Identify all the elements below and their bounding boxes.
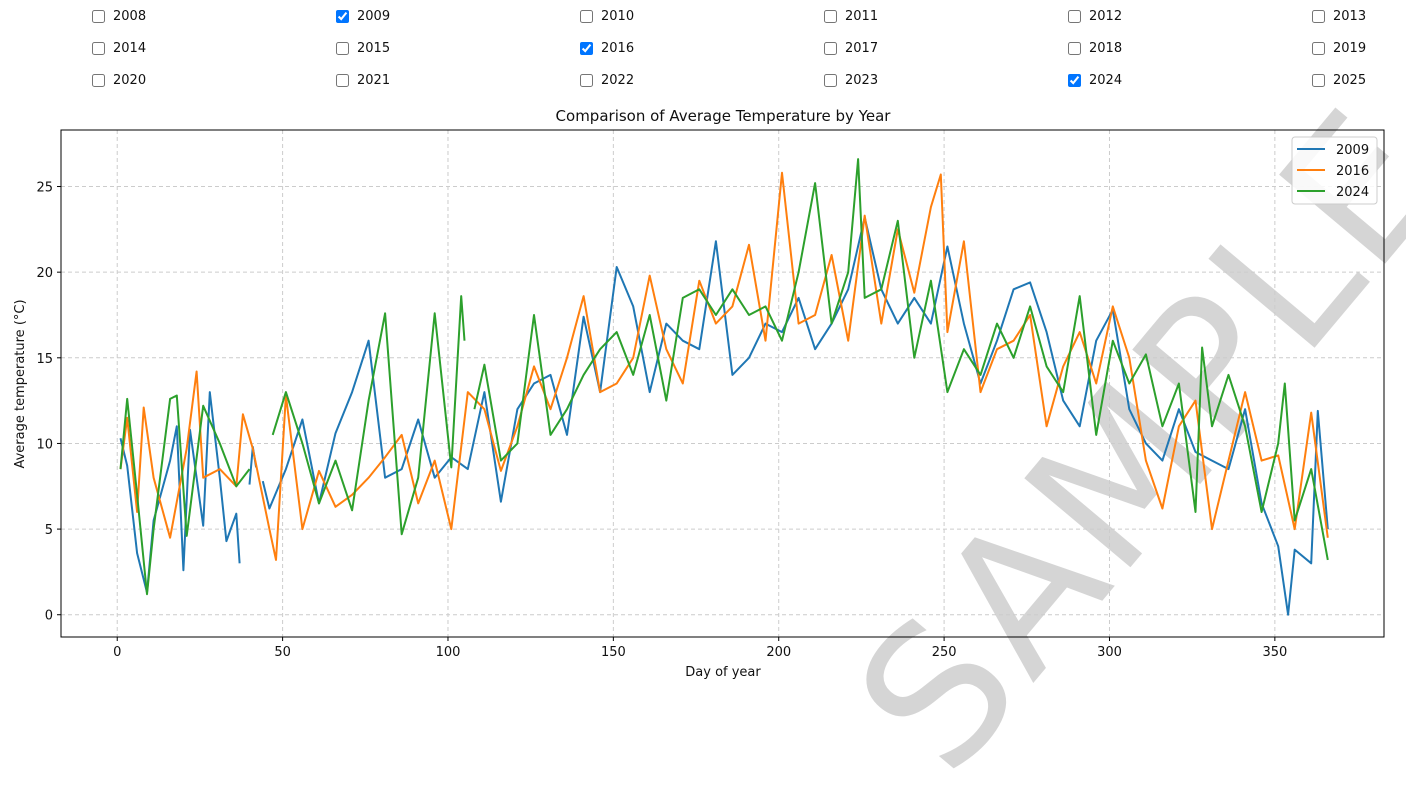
checkbox-label: 2013 [1333,9,1367,24]
year-checkbox-2021[interactable]: 2021 [336,73,390,88]
checkbox-label: 2024 [1089,73,1123,88]
checkbox[interactable] [92,10,105,23]
x-tick-label: 0 [113,645,121,660]
checkbox-label: 2014 [113,41,147,56]
x-tick-label: 50 [274,645,291,660]
year-checkbox-2024[interactable]: 2024 [1068,73,1122,88]
checkbox-label: 2022 [601,73,635,88]
x-tick-label: 100 [436,645,461,660]
year-checkbox-2015[interactable]: 2015 [336,41,390,56]
checkbox[interactable] [580,74,593,87]
x-tick-label: 250 [932,645,957,660]
checkbox-label: 2018 [1089,41,1123,56]
year-checkbox-2012[interactable]: 2012 [1068,9,1122,24]
checkbox-label: 2025 [1333,73,1367,88]
legend-label: 2009 [1336,143,1369,158]
checkbox-label: 2020 [113,73,147,88]
year-checkbox-2023[interactable]: 2023 [824,73,878,88]
checkbox-label: 2023 [845,73,879,88]
checkbox[interactable] [824,10,837,23]
y-tick-label: 20 [36,266,53,281]
y-tick-label: 25 [36,181,53,196]
checkbox[interactable] [1312,74,1325,87]
plot-frame [60,129,1385,638]
checkbox-label: 2010 [601,9,635,24]
y-tick-label: 15 [36,352,53,367]
legend-label: 2024 [1336,185,1369,200]
x-tick-label: 150 [601,645,626,660]
checkbox[interactable] [1068,10,1081,23]
checkbox[interactable] [336,74,349,87]
checkbox-label: 2008 [113,9,147,24]
chart-title: Comparison of Average Temperature by Yea… [556,107,892,125]
checkbox[interactable] [824,74,837,87]
x-tick-label: 300 [1097,645,1122,660]
checkbox-label: 2009 [357,9,391,24]
year-checkbox-2016[interactable]: 2016 [580,41,634,56]
x-axis-label: Day of year [685,665,761,680]
checkbox[interactable] [580,42,593,55]
checkbox-label: 2017 [845,41,879,56]
year-checkbox-2010[interactable]: 2010 [580,9,634,24]
year-checkbox-2025[interactable]: 2025 [1312,73,1366,88]
year-checkbox-2020[interactable]: 2020 [92,73,146,88]
checkbox-label: 2012 [1089,9,1123,24]
checkbox[interactable] [336,10,349,23]
checkbox[interactable] [92,42,105,55]
year-checkbox-2014[interactable]: 2014 [92,41,146,56]
temperature-chart: Comparison of Average Temperature by Yea… [13,107,1385,680]
checkbox-label: 2016 [601,41,635,56]
y-tick-label: 10 [36,437,53,452]
year-checkbox-2017[interactable]: 2017 [824,41,878,56]
year-checkbox-2009[interactable]: 2009 [336,9,390,24]
checkbox[interactable] [1312,10,1325,23]
checkbox-label: 2015 [357,41,391,56]
year-checkbox-2008[interactable]: 2008 [92,9,146,24]
series-line-2016 [119,171,1329,561]
checkbox-label: 2011 [845,9,879,24]
checkbox[interactable] [92,74,105,87]
x-tick-label: 200 [766,645,791,660]
y-tick-label: 0 [45,609,53,624]
series-line-2009 [119,216,1329,616]
checkbox[interactable] [580,10,593,23]
year-checkbox-2019[interactable]: 2019 [1312,41,1366,56]
checkbox-label: 2019 [1333,41,1367,56]
checkbox-label: 2021 [357,73,391,88]
checkbox[interactable] [1312,42,1325,55]
year-checkbox-2013[interactable]: 2013 [1312,9,1366,24]
checkbox[interactable] [824,42,837,55]
checkbox[interactable] [336,42,349,55]
checkbox[interactable] [1068,74,1081,87]
legend-label: 2016 [1336,164,1369,179]
legend-box [1291,136,1378,205]
year-checkbox-2018[interactable]: 2018 [1068,41,1122,56]
year-checkbox-2011[interactable]: 2011 [824,9,878,24]
year-checkbox-2022[interactable]: 2022 [580,73,634,88]
series-line-2024 [119,158,1329,596]
y-axis-label: Average temperature (°C) [13,299,28,468]
x-tick-label: 350 [1262,645,1287,660]
checkbox[interactable] [1068,42,1081,55]
y-tick-label: 5 [45,523,53,538]
